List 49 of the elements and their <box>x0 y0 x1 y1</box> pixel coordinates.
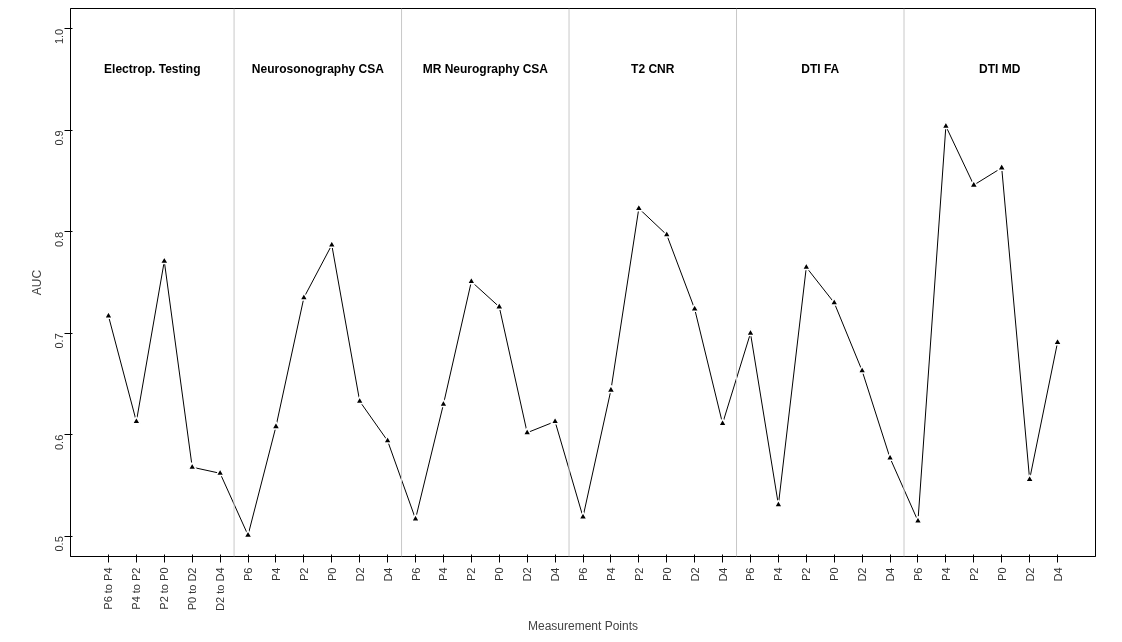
x-tick-label: P0 to D2 <box>186 567 199 611</box>
y-axis-title: AUC <box>29 269 44 296</box>
x-tick-label: P6 <box>577 567 589 581</box>
annotation: Neurosonography CSA <box>251 61 385 76</box>
x-tick-label: D4 <box>716 567 729 582</box>
y-tick-label: 0.7 <box>53 333 66 349</box>
x-tick-label: P0 <box>325 567 338 581</box>
x-tick-label: D2 to D4 <box>214 567 227 611</box>
x-tick-label: D4 <box>549 567 562 582</box>
x-tick-label: D2 <box>688 567 701 582</box>
x-axis-title: Measurement Points <box>527 618 639 633</box>
annotation: DTI FA <box>801 61 840 76</box>
y-tick-label: 0.8 <box>53 231 66 248</box>
x-tick-label: P0 <box>493 567 506 581</box>
x-tick-label: P4 <box>269 567 282 581</box>
x-tick-label: P2 <box>800 567 813 581</box>
x-tick-label: D2 <box>353 567 366 582</box>
x-tick-label: P6 <box>911 567 924 581</box>
x-tick-label: P0 <box>995 567 1008 581</box>
x-tick-label: P6 <box>242 567 255 581</box>
y-tick-label: 0.9 <box>53 130 66 146</box>
annotation: DTI MD <box>979 61 1021 76</box>
x-tick-label: D2 <box>521 567 534 582</box>
x-tick-label: P2 <box>297 567 310 581</box>
x-tick-label: P4 to P2 <box>130 567 143 610</box>
x-tick-label: D4 <box>884 567 897 582</box>
x-tick-label: P6 to P4 <box>102 567 115 610</box>
x-tick-label: D2 <box>856 567 869 582</box>
x-tick-label: P4 <box>772 567 785 581</box>
x-tick-label: D4 <box>381 567 394 582</box>
x-tick-label: P6 <box>409 567 422 581</box>
annotation: Electrop. Testing <box>104 61 201 76</box>
x-tick-label: P4 <box>437 567 450 581</box>
x-tick-label: P0 <box>660 567 673 581</box>
x-tick-label: P4 <box>939 567 952 581</box>
x-tick-label: P6 <box>744 567 757 581</box>
x-tick-label: D2 <box>1023 567 1036 582</box>
y-tick-label: 1.0 <box>53 28 66 45</box>
x-tick-label: P2 to P0 <box>158 567 171 610</box>
annotation: T2 CNR <box>631 61 675 76</box>
annotation: MR Neurography CSA <box>422 61 549 76</box>
x-tick-label: P2 <box>632 567 645 581</box>
y-tick-label: 0.5 <box>53 536 66 552</box>
x-tick-label: D4 <box>1051 567 1064 582</box>
x-tick-label: P4 <box>604 567 617 581</box>
x-tick-label: P2 <box>967 567 980 581</box>
x-tick-label: P2 <box>465 567 478 581</box>
y-tick-label: 0.6 <box>53 434 66 451</box>
x-tick-label: P0 <box>828 567 841 581</box>
